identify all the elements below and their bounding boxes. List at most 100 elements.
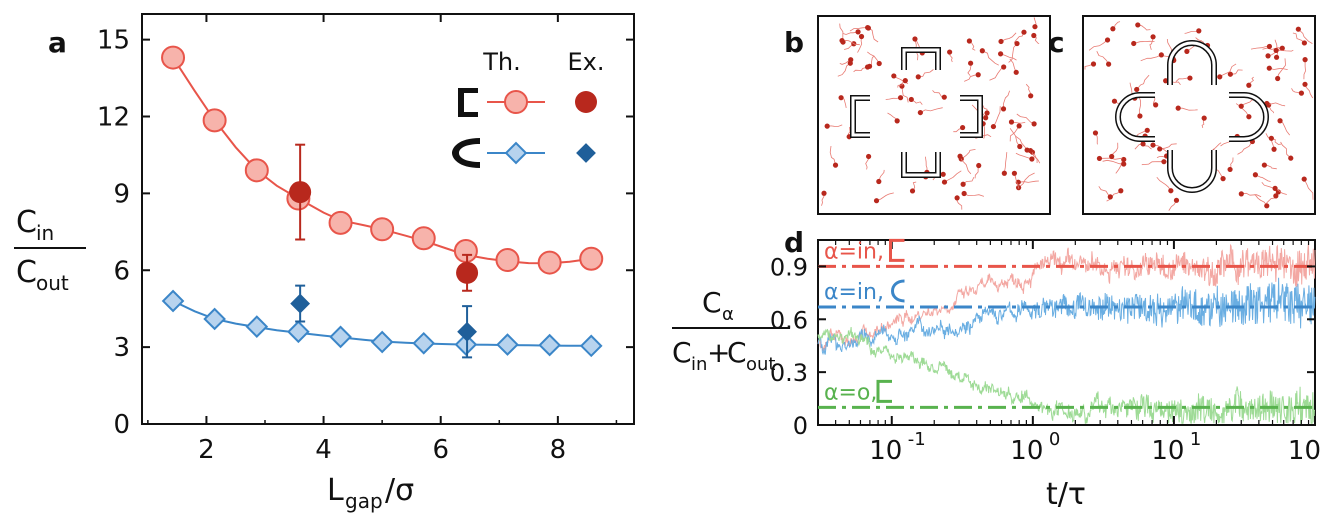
panel-a-ylabel: C in C out	[14, 205, 86, 295]
swimmer	[976, 162, 982, 169]
swimmer-trail	[1003, 152, 1008, 174]
swimmer	[1261, 162, 1267, 168]
swimmer	[865, 25, 872, 31]
swimmer	[1001, 64, 1007, 70]
panel-a-legend: Th. Ex.	[452, 48, 605, 168]
legend-round-theory-marker	[504, 141, 528, 165]
swimmer	[1110, 26, 1116, 32]
round_experiment-point	[290, 293, 311, 314]
square_theory-point	[244, 158, 269, 183]
panel-b-snapshot	[817, 15, 1051, 215]
swimmer	[954, 195, 960, 201]
swimmer-trail	[1003, 90, 1010, 109]
swimmer	[1109, 153, 1115, 160]
swimmer	[960, 181, 966, 187]
swimmer-trail	[1303, 178, 1314, 200]
legend-theory-header: Th.	[482, 48, 521, 76]
swimmer-trail	[1280, 141, 1292, 159]
swimmer-trail	[1219, 63, 1237, 78]
swimmer-trail	[911, 99, 923, 105]
swimmer	[1137, 113, 1143, 119]
d-xlabel: t/τ	[1046, 477, 1086, 512]
swimmer	[1264, 203, 1270, 209]
swimmer	[1302, 57, 1308, 63]
ylabel-den-main: C	[16, 255, 37, 290]
square_theory-point	[537, 250, 562, 275]
trap-wall-inner	[1168, 41, 1216, 85]
swimmer-trail	[867, 51, 880, 64]
panel-a-ticks: 0 3 6 9 12 15 2 4 6 8	[97, 14, 634, 465]
swimmer	[1266, 65, 1272, 71]
panel-d-label: d	[784, 226, 804, 259]
square_theory-point	[495, 248, 520, 272]
swimmer	[902, 78, 908, 84]
a-ytick-label: 0	[113, 410, 130, 440]
swimmer	[1265, 53, 1271, 59]
swimmer	[847, 60, 853, 66]
swimmer	[1273, 193, 1279, 199]
d-xtick-label: 10	[1151, 436, 1184, 466]
swimmer-trail	[1178, 107, 1198, 111]
swimmer-trail	[837, 62, 851, 77]
panel-c-label: c	[1048, 26, 1065, 59]
swimmer	[1275, 189, 1281, 195]
swimmer-trail	[1018, 180, 1039, 183]
swimmer	[876, 178, 882, 185]
swimmer	[957, 153, 963, 159]
swimmer-trail	[1106, 190, 1122, 202]
swimmer	[1175, 105, 1181, 111]
swimmer-trail	[878, 169, 885, 182]
round_theory-point	[245, 315, 269, 338]
swimmer-trail	[963, 193, 985, 197]
swimmer	[1090, 61, 1097, 67]
swimmer	[1153, 102, 1159, 108]
d-ylabel-den-a-main: C	[672, 336, 692, 369]
d-xtick-exponent: 0	[1049, 429, 1060, 450]
swimmer	[838, 95, 844, 101]
d-xtick-label: 10	[1288, 436, 1321, 466]
swimmer	[876, 60, 882, 67]
swimmer	[1272, 185, 1278, 191]
swimmer-trail	[1102, 159, 1124, 165]
swimmer-trail	[962, 177, 975, 185]
legend-square-theory-marker	[504, 90, 528, 114]
panel-a-xlabel: L gap /σ	[327, 473, 414, 513]
d-xtick-label: 10	[1010, 436, 1043, 466]
swimmer-trail	[1303, 59, 1306, 80]
d-ylabel-den-b-sub: out	[746, 354, 775, 375]
swimmer	[1246, 114, 1252, 120]
swimmer	[1201, 115, 1207, 121]
swimmer	[1011, 170, 1018, 176]
swimmer	[1008, 119, 1015, 125]
square-bracket-icon	[458, 88, 478, 117]
swimmer-trail	[1274, 188, 1287, 195]
swimmer-trail	[1298, 28, 1313, 44]
square_theory-point	[579, 246, 604, 271]
swimmer-trail	[1138, 95, 1142, 117]
square-bracket-icon	[889, 238, 905, 262]
panel-a-frame	[141, 13, 635, 425]
d-xtick-label: 10	[869, 436, 902, 466]
swimmer-trail	[1008, 43, 1018, 63]
panel-d-ticks: 00.30.60.910-1100101102	[770, 240, 1321, 466]
a-xtick-label: 4	[315, 435, 332, 465]
swimmer	[899, 83, 905, 89]
swimmer-trail	[1096, 51, 1109, 65]
swimmer-trail	[853, 66, 868, 73]
swimmer	[855, 29, 861, 35]
round-bracket-icon	[891, 279, 905, 303]
swimmer	[1163, 78, 1169, 84]
swimmer	[1227, 71, 1233, 77]
swimmer	[998, 38, 1004, 45]
swimmer	[1150, 142, 1156, 148]
swimmer	[915, 74, 921, 80]
round_theory-point	[287, 320, 310, 344]
swimmer	[1092, 130, 1099, 136]
swimmer	[1032, 24, 1038, 30]
swimmer	[1252, 172, 1258, 178]
swimmer-trail	[857, 36, 863, 53]
square_experiment-point	[456, 261, 479, 284]
panel-a-label: a	[48, 26, 67, 59]
swimmer	[1217, 74, 1223, 80]
legend-experiment-header: Ex.	[568, 48, 605, 76]
